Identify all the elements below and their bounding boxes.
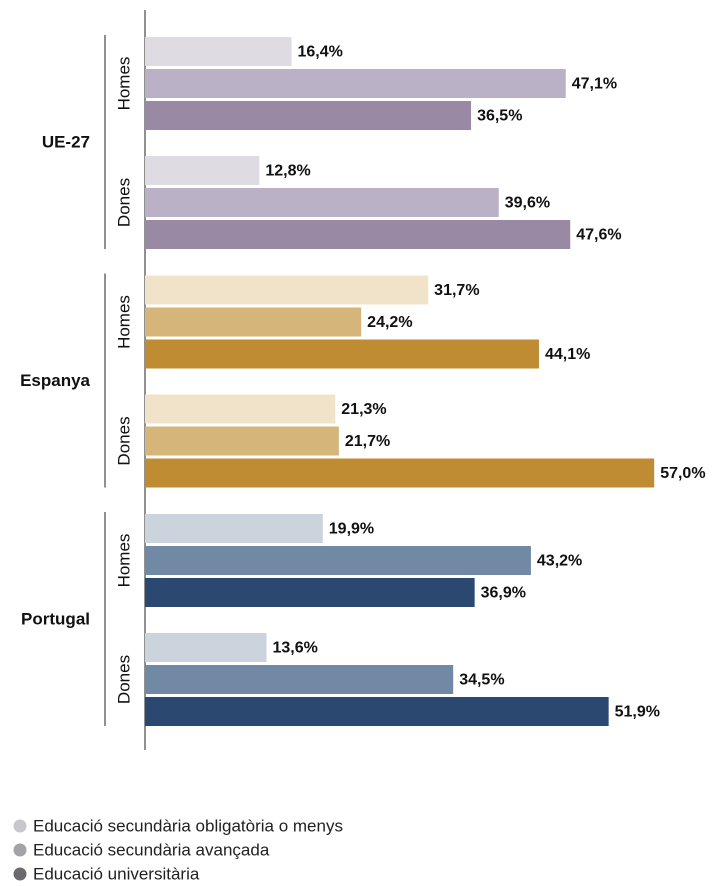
subgroup-label: Dones	[114, 416, 133, 465]
subgroup-label: Dones	[114, 655, 133, 704]
subgroup-label: Homes	[114, 534, 133, 588]
value-label: 44,1%	[545, 346, 590, 363]
subgroup-label: Homes	[114, 57, 133, 111]
value-label: 16,4%	[298, 44, 343, 61]
bar	[145, 394, 336, 424]
value-label: 31,7%	[434, 282, 479, 299]
value-label: 21,3%	[341, 401, 386, 418]
bar	[145, 101, 472, 130]
bar	[145, 37, 292, 66]
bar	[145, 426, 339, 456]
subgroup-label: Homes	[114, 295, 133, 349]
value-label: 51,9%	[615, 704, 660, 721]
bar	[145, 546, 531, 575]
legend-label: Educació universitària	[33, 864, 200, 883]
bar	[145, 697, 609, 726]
value-label: 19,9%	[329, 521, 374, 538]
value-label: 13,6%	[272, 640, 317, 657]
value-label: 57,0%	[660, 465, 705, 482]
value-label: 36,5%	[477, 108, 522, 125]
bar	[145, 188, 499, 217]
legend-marker	[13, 843, 27, 857]
value-label: 39,6%	[505, 195, 550, 212]
bar	[145, 665, 454, 694]
bar	[145, 69, 566, 98]
bar	[145, 578, 475, 607]
value-label: 21,7%	[345, 433, 390, 450]
value-label: 47,1%	[572, 76, 617, 93]
legend-marker	[13, 819, 27, 833]
bar	[145, 156, 260, 185]
legend-label: Educació secundària avançada	[33, 840, 270, 859]
value-label: 12,8%	[265, 163, 310, 180]
bar	[145, 275, 429, 305]
value-label: 34,5%	[459, 672, 504, 689]
value-label: 36,9%	[481, 585, 526, 602]
value-label: 43,2%	[537, 553, 582, 570]
bar	[145, 633, 267, 662]
bar	[145, 339, 539, 369]
group-label: Portugal	[21, 609, 90, 628]
group-label: Espanya	[20, 371, 90, 390]
group-label: UE-27	[42, 132, 90, 151]
legend-label: Educació secundària obligatòria o menys	[33, 816, 343, 835]
subgroup-label: Dones	[114, 178, 133, 227]
bar	[145, 514, 323, 543]
bar	[145, 458, 655, 488]
bar	[145, 220, 571, 249]
value-label: 47,6%	[576, 227, 621, 244]
value-label: 24,2%	[367, 314, 412, 331]
legend-marker	[13, 867, 27, 881]
bar	[145, 307, 362, 337]
